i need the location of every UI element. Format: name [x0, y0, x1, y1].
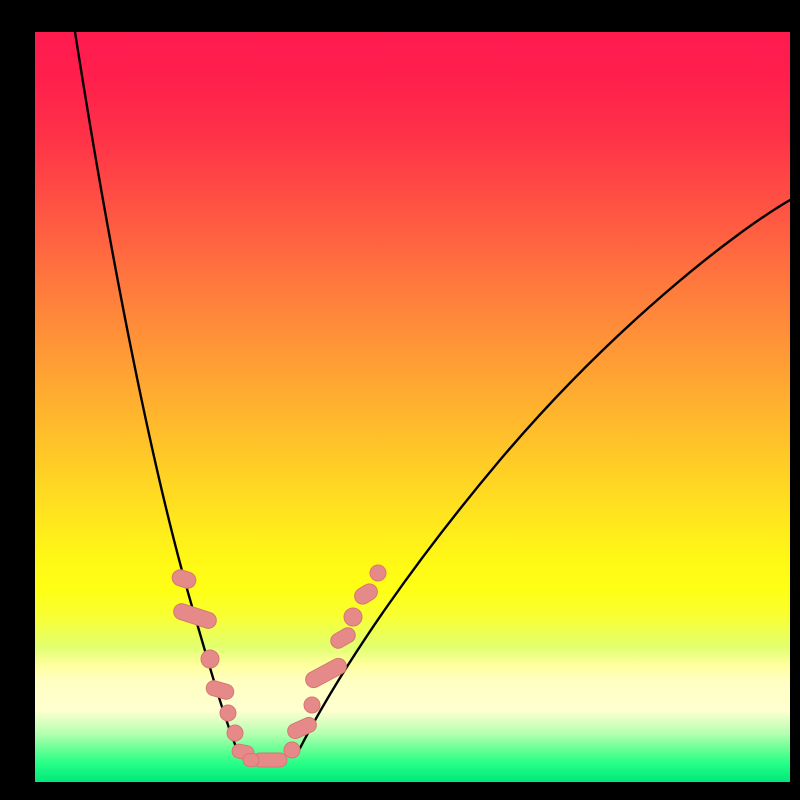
marker-11	[304, 697, 320, 713]
marker-14	[344, 608, 362, 626]
frame-left	[0, 0, 35, 800]
stage: TheBottleneck.com	[0, 0, 800, 800]
chart-svg	[0, 0, 800, 800]
frame-top	[0, 0, 800, 32]
marker-9	[284, 742, 300, 758]
gradient-background	[35, 32, 790, 782]
frame-right	[790, 0, 800, 800]
marker-2	[201, 650, 219, 668]
marker-16	[370, 565, 386, 581]
frame-bottom	[0, 782, 800, 800]
marker-4	[220, 705, 236, 721]
marker-5	[227, 725, 243, 741]
marker-8	[243, 754, 259, 767]
